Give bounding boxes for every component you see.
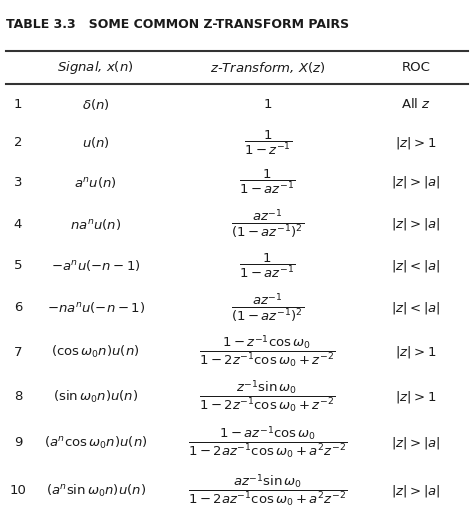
Text: 1: 1 <box>14 98 22 111</box>
Text: $|z| < |a|$: $|z| < |a|$ <box>392 258 441 274</box>
Text: $|z| > |a|$: $|z| > |a|$ <box>392 216 441 232</box>
Text: TABLE 3.3   SOME COMMON Z-TRANSFORM PAIRS: TABLE 3.3 SOME COMMON Z-TRANSFORM PAIRS <box>6 18 349 31</box>
Text: $na^n u(n)$: $na^n u(n)$ <box>70 216 121 232</box>
Text: $|z| > |a|$: $|z| > |a|$ <box>392 174 441 190</box>
Text: $\dfrac{az^{-1}\sin\omega_0}{1 - 2az^{-1}\cos\omega_0 + a^2z^{-2}}$: $\dfrac{az^{-1}\sin\omega_0}{1 - 2az^{-1… <box>188 473 347 509</box>
Text: 6: 6 <box>14 301 22 315</box>
Text: $|z| > |a|$: $|z| > |a|$ <box>392 483 441 499</box>
Text: $|z| > 1$: $|z| > 1$ <box>395 134 437 151</box>
Text: 7: 7 <box>14 346 22 359</box>
Text: All $z$: All $z$ <box>401 97 431 111</box>
Text: 9: 9 <box>14 436 22 449</box>
Text: 3: 3 <box>14 176 22 189</box>
Text: 10: 10 <box>9 485 27 497</box>
Text: 4: 4 <box>14 217 22 231</box>
Text: $-a^n u(-n-1)$: $-a^n u(-n-1)$ <box>51 259 140 273</box>
Text: $\dfrac{az^{-1}}{(1 - az^{-1})^2}$: $\dfrac{az^{-1}}{(1 - az^{-1})^2}$ <box>231 208 304 240</box>
Text: 8: 8 <box>14 390 22 403</box>
Text: $|z| > |a|$: $|z| > |a|$ <box>392 435 441 451</box>
Text: $\dfrac{z^{-1}\sin\omega_0}{1 - 2z^{-1}\cos\omega_0 + z^{-2}}$: $\dfrac{z^{-1}\sin\omega_0}{1 - 2z^{-1}\… <box>200 379 336 415</box>
Text: $1$: $1$ <box>263 98 272 111</box>
Text: $\dfrac{1}{1 - z^{-1}}$: $\dfrac{1}{1 - z^{-1}}$ <box>244 128 292 157</box>
Text: $z$-Transform, $X(z)$: $z$-Transform, $X(z)$ <box>210 60 325 75</box>
Text: $u(n)$: $u(n)$ <box>82 135 109 150</box>
Text: ROC: ROC <box>401 61 430 74</box>
Text: $\dfrac{1 - z^{-1}\cos\omega_0}{1 - 2z^{-1}\cos\omega_0 + z^{-2}}$: $\dfrac{1 - z^{-1}\cos\omega_0}{1 - 2z^{… <box>200 334 336 370</box>
Text: $|z| > 1$: $|z| > 1$ <box>395 344 437 360</box>
Text: $|z| < |a|$: $|z| < |a|$ <box>392 300 441 316</box>
Text: 5: 5 <box>14 260 22 272</box>
Text: $-na^n u(-n-1)$: $-na^n u(-n-1)$ <box>46 300 145 316</box>
Text: 2: 2 <box>14 136 22 149</box>
Text: $\dfrac{1}{1 - az^{-1}}$: $\dfrac{1}{1 - az^{-1}}$ <box>239 168 296 196</box>
Text: $\dfrac{az^{-1}}{(1 - az^{-1})^2}$: $\dfrac{az^{-1}}{(1 - az^{-1})^2}$ <box>231 292 304 324</box>
Text: $|z| > 1$: $|z| > 1$ <box>395 388 437 405</box>
Text: Signal, $x(n)$: Signal, $x(n)$ <box>57 59 134 76</box>
Text: $\delta(n)$: $\delta(n)$ <box>82 97 109 112</box>
Text: $(\sin \omega_0 n)u(n)$: $(\sin \omega_0 n)u(n)$ <box>53 388 138 405</box>
Text: $(a^n \cos \omega_0 n)u(n)$: $(a^n \cos \omega_0 n)u(n)$ <box>44 435 147 451</box>
Text: $\dfrac{1}{1 - az^{-1}}$: $\dfrac{1}{1 - az^{-1}}$ <box>239 252 296 280</box>
Text: $(a^n \sin \omega_0 n)u(n)$: $(a^n \sin \omega_0 n)u(n)$ <box>46 483 146 499</box>
Text: $\dfrac{1 - az^{-1}\cos\omega_0}{1 - 2az^{-1}\cos\omega_0 + a^2z^{-2}}$: $\dfrac{1 - az^{-1}\cos\omega_0}{1 - 2az… <box>188 425 347 461</box>
Text: $(\cos \omega_0 n)u(n)$: $(\cos \omega_0 n)u(n)$ <box>51 344 140 360</box>
Text: $a^n u(n)$: $a^n u(n)$ <box>74 175 117 189</box>
